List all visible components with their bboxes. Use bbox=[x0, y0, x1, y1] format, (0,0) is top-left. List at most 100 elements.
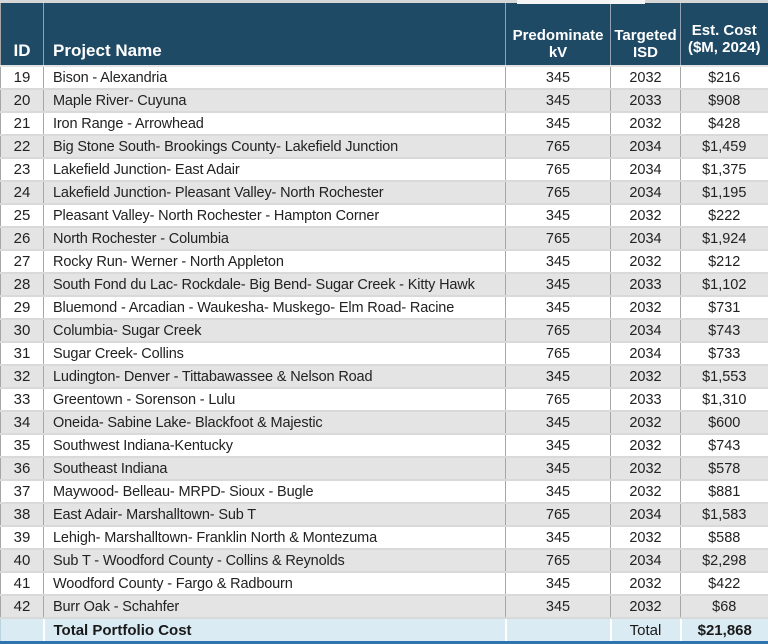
cell-kv: 765 bbox=[506, 181, 611, 204]
cell-isd: 2033 bbox=[611, 388, 681, 411]
cell-name: North Rochester - Columbia bbox=[44, 227, 506, 250]
cell-kv: 345 bbox=[506, 89, 611, 112]
cell-cost: $216 bbox=[681, 66, 768, 89]
cell-cost: $881 bbox=[681, 480, 768, 503]
header-project-name: Project Name bbox=[44, 3, 506, 66]
cell-name: Bison - Alexandria bbox=[44, 66, 506, 89]
total-isd-label: Total bbox=[611, 618, 681, 643]
cell-cost: $731 bbox=[681, 296, 768, 319]
total-id-cell bbox=[1, 618, 44, 643]
cell-name: Sugar Creek- Collins bbox=[44, 342, 506, 365]
cell-id: 39 bbox=[1, 526, 44, 549]
cell-name: Greentown - Sorenson - Lulu bbox=[44, 388, 506, 411]
cell-name: Woodford County - Fargo & Radbourn bbox=[44, 572, 506, 595]
table-footer: Total Portfolio Cost Total $21,868 bbox=[1, 618, 768, 643]
cell-cost: $578 bbox=[681, 457, 768, 480]
cell-isd: 2033 bbox=[611, 273, 681, 296]
cell-id: 38 bbox=[1, 503, 44, 526]
cell-isd: 2032 bbox=[611, 411, 681, 434]
cell-kv: 345 bbox=[506, 411, 611, 434]
cell-kv: 765 bbox=[506, 158, 611, 181]
cell-cost: $1,310 bbox=[681, 388, 768, 411]
cell-isd: 2032 bbox=[611, 457, 681, 480]
cell-name: Burr Oak - Schahfer bbox=[44, 595, 506, 618]
cell-id: 19 bbox=[1, 66, 44, 89]
cell-kv: 345 bbox=[506, 572, 611, 595]
cell-isd: 2034 bbox=[611, 135, 681, 158]
cell-kv: 765 bbox=[506, 135, 611, 158]
cell-kv: 345 bbox=[506, 434, 611, 457]
cell-id: 24 bbox=[1, 181, 44, 204]
cell-kv: 345 bbox=[506, 273, 611, 296]
cell-id: 28 bbox=[1, 273, 44, 296]
cell-isd: 2032 bbox=[611, 526, 681, 549]
cell-id: 40 bbox=[1, 549, 44, 572]
cell-kv: 345 bbox=[506, 365, 611, 388]
cell-kv: 765 bbox=[506, 549, 611, 572]
cell-name: Columbia- Sugar Creek bbox=[44, 319, 506, 342]
cell-isd: 2033 bbox=[611, 89, 681, 112]
header-row: ID Project Name Predominate kV Targeted … bbox=[1, 3, 768, 66]
cell-name: East Adair- Marshalltown- Sub T bbox=[44, 503, 506, 526]
cell-name: Lakefield Junction- East Adair bbox=[44, 158, 506, 181]
cell-name: Maywood- Belleau- MRPD- Sioux - Bugle bbox=[44, 480, 506, 503]
cell-kv: 345 bbox=[506, 457, 611, 480]
total-row: Total Portfolio Cost Total $21,868 bbox=[1, 618, 768, 643]
cell-cost: $222 bbox=[681, 204, 768, 227]
cell-isd: 2034 bbox=[611, 549, 681, 572]
table-header: ID Project Name Predominate kV Targeted … bbox=[1, 3, 768, 66]
cell-id: 27 bbox=[1, 250, 44, 273]
cell-isd: 2034 bbox=[611, 319, 681, 342]
total-label: Total Portfolio Cost bbox=[44, 618, 506, 643]
cell-name: Maple River- Cuyuna bbox=[44, 89, 506, 112]
cell-cost: $743 bbox=[681, 319, 768, 342]
cell-id: 21 bbox=[1, 112, 44, 135]
cell-kv: 765 bbox=[506, 503, 611, 526]
cell-kv: 345 bbox=[506, 526, 611, 549]
cell-kv: 345 bbox=[506, 250, 611, 273]
cell-name: Lehigh- Marshalltown- Franklin North & M… bbox=[44, 526, 506, 549]
cell-id: 26 bbox=[1, 227, 44, 250]
cell-isd: 2032 bbox=[611, 434, 681, 457]
cell-id: 32 bbox=[1, 365, 44, 388]
cell-id: 23 bbox=[1, 158, 44, 181]
cell-isd: 2034 bbox=[611, 227, 681, 250]
cell-isd: 2032 bbox=[611, 66, 681, 89]
cell-id: 34 bbox=[1, 411, 44, 434]
cell-kv: 345 bbox=[506, 112, 611, 135]
cell-isd: 2032 bbox=[611, 296, 681, 319]
header-id: ID bbox=[1, 3, 44, 66]
project-table: ID Project Name Predominate kV Targeted … bbox=[0, 3, 768, 644]
cell-cost: $588 bbox=[681, 526, 768, 549]
project-cost-table-page: ID Project Name Predominate kV Targeted … bbox=[0, 0, 768, 611]
cell-name: Big Stone South- Brookings County- Lakef… bbox=[44, 135, 506, 158]
cell-kv: 345 bbox=[506, 595, 611, 618]
cell-name: Southwest Indiana-Kentucky bbox=[44, 434, 506, 457]
cell-cost: $1,553 bbox=[681, 365, 768, 388]
cell-kv: 765 bbox=[506, 342, 611, 365]
cell-id: 25 bbox=[1, 204, 44, 227]
cell-id: 31 bbox=[1, 342, 44, 365]
cell-id: 20 bbox=[1, 89, 44, 112]
header-est-cost: Est. Cost ($M, 2024) bbox=[681, 3, 768, 66]
cell-cost: $1,195 bbox=[681, 181, 768, 204]
cell-name: Ludington- Denver - Tittabawassee & Nels… bbox=[44, 365, 506, 388]
cell-isd: 2032 bbox=[611, 572, 681, 595]
cell-name: Lakefield Junction- Pleasant Valley- Nor… bbox=[44, 181, 506, 204]
total-cost-value: $21,868 bbox=[681, 618, 768, 643]
cell-kv: 345 bbox=[506, 66, 611, 89]
cell-name: Oneida- Sabine Lake- Blackfoot & Majesti… bbox=[44, 411, 506, 434]
cell-kv: 345 bbox=[506, 204, 611, 227]
cell-id: 29 bbox=[1, 296, 44, 319]
